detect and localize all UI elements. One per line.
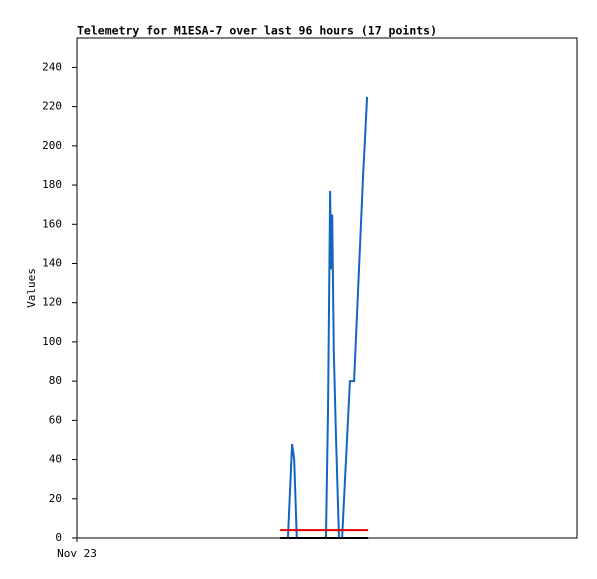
x-tick-label: Nov 23 <box>57 547 97 560</box>
y-tick-label: 140 <box>42 256 62 269</box>
series-line <box>286 96 369 539</box>
y-tick-label: 60 <box>49 413 62 426</box>
y-tick-label: 80 <box>49 374 62 387</box>
y-tick-label: 160 <box>42 217 62 230</box>
y-tick-label: 20 <box>49 492 62 505</box>
y-tick-label: 240 <box>42 60 62 73</box>
y-tick-label: 220 <box>42 100 62 113</box>
y-axis-label: Values <box>25 268 38 308</box>
y-tick-label: 0 <box>55 531 62 544</box>
chart-title: Telemetry for M1ESA-7 over last 96 hours… <box>77 24 437 38</box>
y-tick-label: 40 <box>49 453 62 466</box>
y-tick-label: 200 <box>42 139 62 152</box>
y-tick-label: 100 <box>42 335 62 348</box>
y-tick-label: 120 <box>42 296 62 309</box>
y-tick-label: 180 <box>42 178 62 191</box>
